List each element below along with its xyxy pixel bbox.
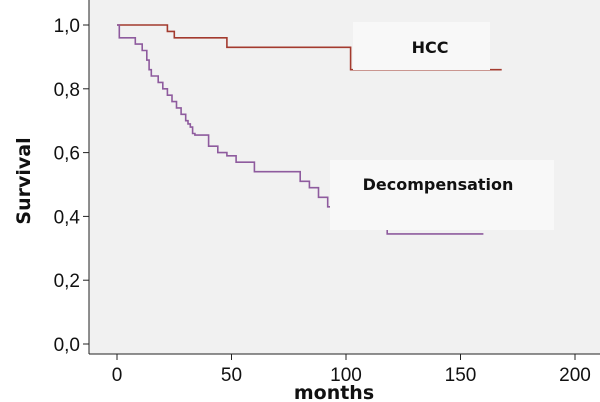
y-tick-label: 0,2 bbox=[54, 271, 80, 292]
y-tick-label: 0,4 bbox=[54, 207, 81, 228]
y-axis-title: Survival bbox=[13, 137, 35, 224]
series-label-box bbox=[353, 22, 490, 70]
series-layer bbox=[117, 24, 502, 235]
series-line-decompensation bbox=[117, 24, 484, 235]
y-tick-label: 0,0 bbox=[54, 335, 80, 356]
y-axis: 0,0 0,2 0,4 0,6 0,8 1,0 bbox=[54, 0, 90, 356]
y-tick-label: 1,0 bbox=[54, 16, 80, 37]
x-axis: 0 50 100 150 200 bbox=[89, 353, 600, 386]
x-tick-label: 100 bbox=[330, 365, 362, 386]
x-axis-title: months bbox=[294, 382, 374, 402]
series-line-hcc bbox=[117, 24, 502, 71]
series-label-hcc: HCC bbox=[412, 38, 449, 57]
x-tick-label: 0 bbox=[112, 365, 123, 386]
y-tick-label: 0,6 bbox=[54, 144, 80, 165]
x-tick-label: 200 bbox=[559, 365, 591, 386]
series-label-decompensation: Decompensation bbox=[363, 175, 514, 194]
x-tick-label: 150 bbox=[445, 365, 477, 386]
y-tick-label: 0,8 bbox=[54, 80, 80, 101]
series-label-box bbox=[330, 160, 554, 230]
series-label-layer: HCC Decompensation bbox=[330, 22, 554, 230]
x-tick-label: 50 bbox=[221, 365, 242, 386]
